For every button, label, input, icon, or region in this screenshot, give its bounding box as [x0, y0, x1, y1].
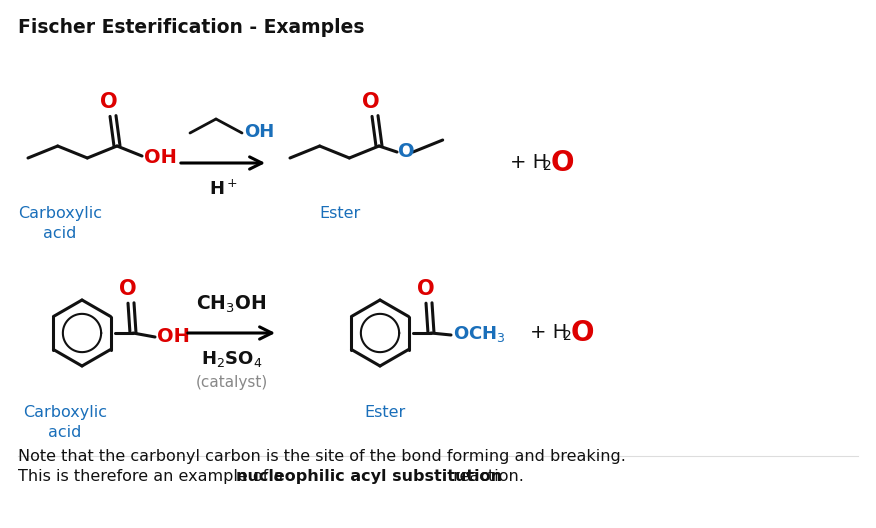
Text: O: O: [417, 279, 434, 299]
Text: H$^+$: H$^+$: [208, 179, 237, 199]
Text: Carboxylic
acid: Carboxylic acid: [23, 405, 107, 440]
Text: O: O: [362, 92, 380, 112]
Text: O: O: [119, 279, 137, 299]
Text: O: O: [571, 319, 595, 347]
Text: OH: OH: [244, 123, 274, 141]
Text: 2: 2: [563, 329, 572, 343]
Text: O: O: [100, 92, 118, 112]
Text: Ester: Ester: [320, 206, 361, 221]
Text: O: O: [398, 142, 414, 161]
Text: Ester: Ester: [364, 405, 406, 420]
Text: OH: OH: [157, 327, 190, 346]
Text: OH: OH: [144, 147, 177, 166]
Text: (catalyst): (catalyst): [195, 375, 268, 390]
Text: Note that the carbonyl carbon is the site of the bond forming and breaking.: Note that the carbonyl carbon is the sit…: [18, 449, 625, 464]
Text: OCH$_3$: OCH$_3$: [453, 324, 505, 344]
Text: O: O: [551, 149, 575, 177]
Text: Fischer Esterification - Examples: Fischer Esterification - Examples: [18, 18, 364, 37]
Text: reaction.: reaction.: [448, 469, 524, 484]
Text: H$_2$SO$_4$: H$_2$SO$_4$: [201, 349, 262, 369]
Text: + H: + H: [530, 324, 568, 343]
Text: Carboxylic
acid: Carboxylic acid: [18, 206, 102, 241]
Text: CH$_3$OH: CH$_3$OH: [196, 294, 267, 315]
Text: This is therefore an example of a: This is therefore an example of a: [18, 469, 288, 484]
Text: nucleophilic acyl substitution: nucleophilic acyl substitution: [237, 469, 503, 484]
Text: 2: 2: [543, 159, 552, 173]
Text: + H: + H: [510, 154, 548, 173]
